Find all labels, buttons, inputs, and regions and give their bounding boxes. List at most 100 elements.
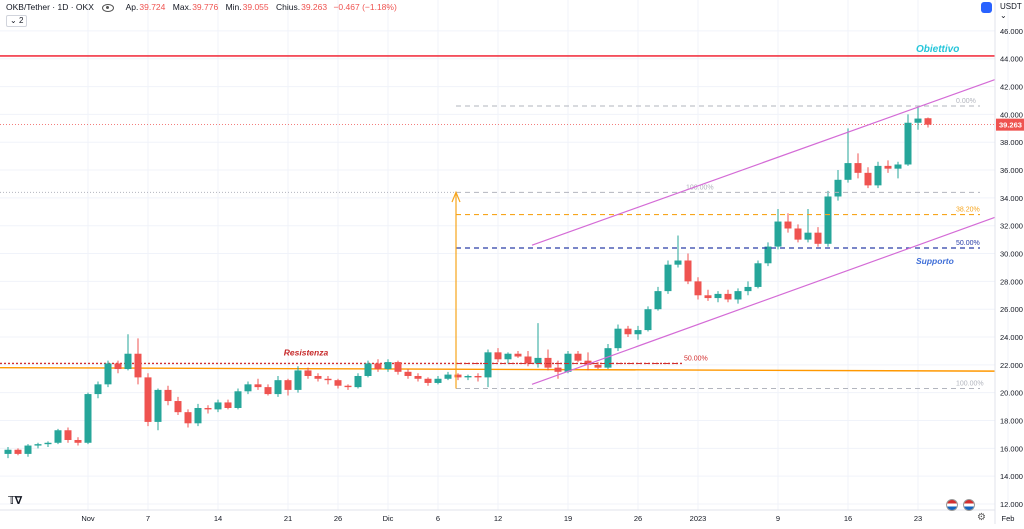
- candle[interactable]: [754, 260, 762, 289]
- candle-body[interactable]: [544, 357, 552, 368]
- candle[interactable]: [584, 352, 592, 371]
- price-axis[interactable]: 46.000 44.000 42.000 40.000 38.000 36.000 34.0…: [994, 0, 1024, 524]
- candle[interactable]: [534, 323, 542, 368]
- candle-body[interactable]: [774, 221, 782, 247]
- candle-body[interactable]: [204, 407, 212, 410]
- candle-body[interactable]: [664, 264, 672, 292]
- candle-body[interactable]: [214, 402, 222, 410]
- candle-body[interactable]: [634, 330, 642, 335]
- candle-body[interactable]: [404, 371, 412, 376]
- candle-body[interactable]: [194, 407, 202, 424]
- candle[interactable]: [434, 375, 442, 385]
- candle[interactable]: [404, 369, 412, 379]
- candle-body[interactable]: [424, 378, 432, 383]
- candle[interactable]: [194, 403, 202, 427]
- candle-body[interactable]: [884, 165, 892, 169]
- flag-icon[interactable]: [963, 499, 975, 511]
- candle[interactable]: [74, 437, 82, 446]
- candle[interactable]: [444, 371, 452, 381]
- candle-body[interactable]: [914, 118, 922, 123]
- candle-body[interactable]: [34, 444, 42, 446]
- candle[interactable]: [314, 373, 322, 382]
- candle[interactable]: [154, 388, 162, 431]
- candle-body[interactable]: [184, 412, 192, 424]
- candle[interactable]: [254, 378, 262, 390]
- candle-body[interactable]: [154, 389, 162, 422]
- candle-body[interactable]: [794, 228, 802, 240]
- candle-body[interactable]: [304, 370, 312, 376]
- candle[interactable]: [814, 227, 822, 247]
- candle-body[interactable]: [574, 353, 582, 361]
- candle-body[interactable]: [764, 246, 772, 264]
- candle-body[interactable]: [84, 394, 92, 443]
- candle[interactable]: [264, 384, 272, 396]
- candle[interactable]: [894, 161, 902, 179]
- candle[interactable]: [924, 117, 932, 128]
- candle[interactable]: [624, 325, 632, 338]
- candle-body[interactable]: [474, 375, 482, 378]
- candle-body[interactable]: [904, 122, 912, 165]
- candle-body[interactable]: [594, 364, 602, 368]
- candle[interactable]: [634, 325, 642, 340]
- candle-body[interactable]: [864, 172, 872, 186]
- candle-body[interactable]: [254, 384, 262, 388]
- candle[interactable]: [614, 324, 622, 351]
- candle-body[interactable]: [234, 391, 242, 408]
- gear-icon[interactable]: ⚙: [977, 512, 986, 523]
- candle-body[interactable]: [224, 402, 232, 408]
- candle[interactable]: [424, 377, 432, 386]
- candle[interactable]: [844, 128, 852, 183]
- candle-body[interactable]: [104, 363, 112, 385]
- candle-body[interactable]: [164, 389, 172, 402]
- candle-body[interactable]: [834, 179, 842, 197]
- candle-body[interactable]: [14, 449, 22, 454]
- candle-body[interactable]: [614, 328, 622, 349]
- channel-upper-line[interactable]: [531, 79, 996, 246]
- candle-body[interactable]: [854, 163, 862, 173]
- candle[interactable]: [674, 235, 682, 268]
- candle-body[interactable]: [454, 374, 462, 378]
- candle-body[interactable]: [744, 286, 752, 292]
- flag-icon[interactable]: [946, 499, 958, 511]
- candle[interactable]: [234, 388, 242, 410]
- candle-body[interactable]: [844, 163, 852, 180]
- candle[interactable]: [204, 405, 212, 414]
- candle-body[interactable]: [724, 293, 732, 300]
- symbol-title[interactable]: OKB/Tether · 1D · OKX: [6, 2, 94, 12]
- candle[interactable]: [494, 348, 502, 363]
- candle[interactable]: [544, 349, 552, 371]
- candle-body[interactable]: [694, 281, 702, 296]
- candle[interactable]: [184, 409, 192, 428]
- candle[interactable]: [884, 160, 892, 173]
- candle[interactable]: [764, 242, 772, 267]
- candle[interactable]: [294, 366, 302, 393]
- candle-body[interactable]: [894, 164, 902, 169]
- candle-body[interactable]: [174, 401, 182, 413]
- candle-body[interactable]: [504, 353, 512, 360]
- candle[interactable]: [24, 444, 32, 457]
- candle-body[interactable]: [354, 375, 362, 388]
- candle[interactable]: [464, 374, 472, 381]
- candle-body[interactable]: [144, 377, 152, 422]
- candle-body[interactable]: [924, 118, 932, 125]
- candle-body[interactable]: [874, 165, 882, 186]
- candle[interactable]: [834, 170, 842, 201]
- candle[interactable]: [694, 277, 702, 300]
- candle-body[interactable]: [464, 375, 472, 378]
- candle[interactable]: [714, 291, 722, 303]
- candle[interactable]: [104, 360, 112, 388]
- candle[interactable]: [4, 446, 12, 459]
- candle-body[interactable]: [434, 378, 442, 383]
- candle[interactable]: [734, 288, 742, 304]
- eye-icon[interactable]: [102, 3, 115, 12]
- candle-body[interactable]: [814, 232, 822, 244]
- candle-body[interactable]: [684, 260, 692, 282]
- candle[interactable]: [504, 352, 512, 364]
- candle-body[interactable]: [714, 293, 722, 299]
- candle-body[interactable]: [804, 232, 812, 240]
- candle[interactable]: [144, 373, 152, 427]
- candle-body[interactable]: [644, 309, 652, 331]
- candle-body[interactable]: [754, 263, 762, 287]
- candle[interactable]: [454, 373, 462, 381]
